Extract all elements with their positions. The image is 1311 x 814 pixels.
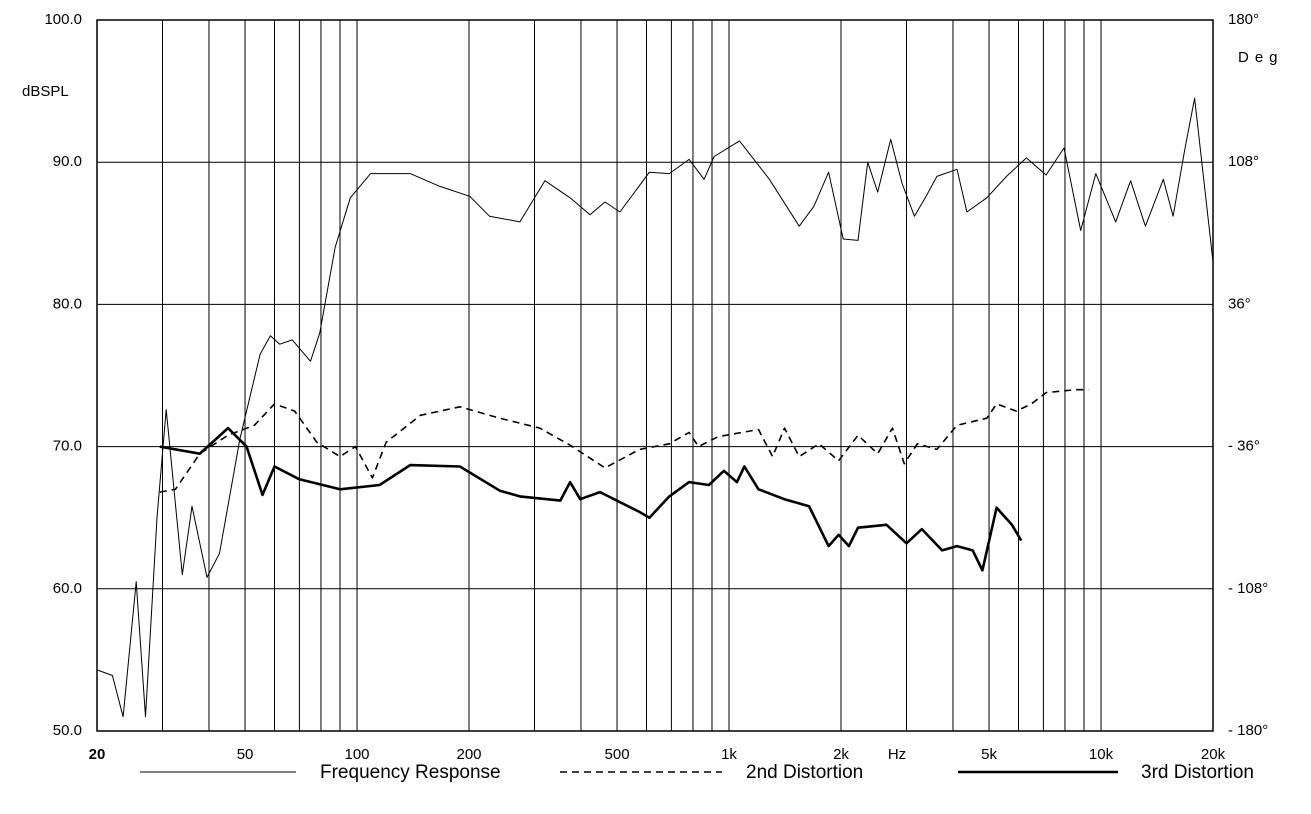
x-tick-label: 20k <box>1201 746 1226 763</box>
series-line <box>159 426 1023 572</box>
y-tick-label: 80.0 <box>53 295 82 312</box>
y-tick-label: 70.0 <box>53 438 82 455</box>
y-tick-label: 100.0 <box>44 11 82 28</box>
x-tick-label: 2k <box>833 746 849 763</box>
y2-tick-label: 108° <box>1228 153 1259 170</box>
y-tick-label: 60.0 <box>53 580 82 597</box>
y2-tick-label: 180° <box>1228 11 1259 28</box>
y2-tick-label: 36° <box>1228 295 1251 312</box>
x-tick-label: 20 <box>89 746 106 763</box>
y2-tick-label: - 108° <box>1228 580 1268 597</box>
plot-frame <box>96 19 1214 732</box>
x-tick-label: 100 <box>345 746 370 763</box>
x-tick-label: 10k <box>1089 746 1114 763</box>
x-tick-label: 5k <box>981 746 997 763</box>
x-axis-label: Hz <box>888 746 906 763</box>
y2-axis-label: Deg <box>1238 49 1284 66</box>
series-line <box>159 388 1089 493</box>
y-tick-label: 90.0 <box>53 153 82 170</box>
y-axis-label: dBSPL <box>22 83 69 100</box>
legend-label: 2nd Distortion <box>746 762 863 783</box>
x-tick-label: 50 <box>237 746 254 763</box>
series-line <box>96 97 1214 718</box>
x-tick-label: 1k <box>721 746 737 763</box>
legend-label: Frequency Response <box>320 762 501 783</box>
y2-tick-label: - 36° <box>1228 438 1260 455</box>
legend-label: 3rd Distortion <box>1141 762 1254 783</box>
x-tick-label: 500 <box>605 746 630 763</box>
x-tick-label: 200 <box>456 746 481 763</box>
y2-tick-label: - 180° <box>1228 722 1268 739</box>
y-tick-label: 50.0 <box>53 722 82 739</box>
